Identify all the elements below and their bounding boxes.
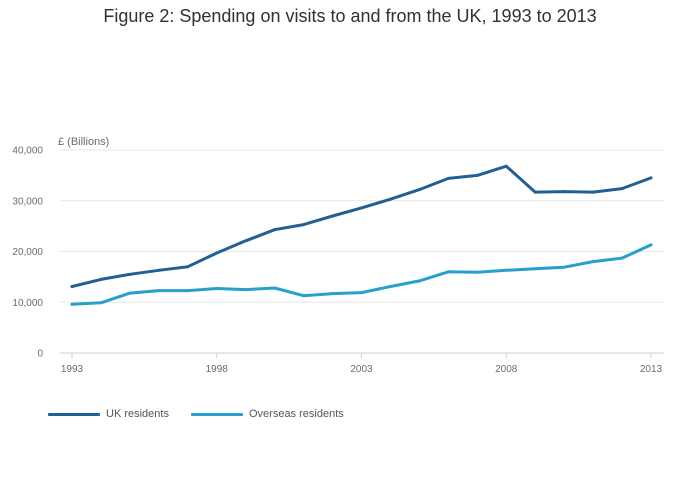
data-point bbox=[475, 173, 479, 177]
data-point bbox=[331, 292, 335, 296]
legend-item[interactable]: Overseas residents bbox=[190, 408, 344, 420]
y-tick-label: 30,000 bbox=[12, 196, 43, 207]
data-point bbox=[620, 256, 624, 260]
data-point bbox=[417, 188, 421, 192]
data-point bbox=[591, 190, 595, 194]
data-point bbox=[273, 286, 277, 290]
data-point bbox=[591, 260, 595, 264]
data-point bbox=[360, 291, 363, 295]
x-tick-label: 1993 bbox=[61, 364, 84, 375]
chart-title: Figure 2: Spending on visits to and from… bbox=[103, 6, 597, 26]
data-point bbox=[157, 289, 161, 293]
x-tick-label: 2003 bbox=[350, 364, 373, 375]
data-point bbox=[649, 176, 653, 180]
data-point bbox=[649, 243, 653, 247]
data-point bbox=[504, 268, 508, 272]
data-point bbox=[99, 277, 103, 281]
data-point bbox=[70, 285, 74, 289]
data-point bbox=[302, 294, 306, 298]
y-tick-label: 20,000 bbox=[12, 247, 43, 258]
data-point bbox=[360, 206, 363, 210]
legend-label: Overseas residents bbox=[248, 408, 344, 420]
data-point bbox=[475, 270, 479, 274]
x-tick-label: 2013 bbox=[640, 364, 663, 375]
data-point bbox=[504, 164, 508, 168]
legend-swatch bbox=[190, 412, 243, 416]
y-tick-label: 0 bbox=[37, 349, 43, 360]
y-axis-label: £ (Billions) bbox=[58, 136, 110, 148]
series-lines bbox=[70, 164, 653, 306]
data-point bbox=[215, 251, 219, 255]
data-point bbox=[186, 289, 190, 293]
data-point bbox=[562, 190, 566, 194]
data-point bbox=[302, 223, 306, 227]
data-point bbox=[388, 197, 392, 201]
data-point bbox=[244, 239, 248, 243]
data-point bbox=[99, 301, 103, 305]
y-tick-label: 10,000 bbox=[12, 298, 43, 309]
gridlines bbox=[60, 149, 664, 303]
data-point bbox=[446, 176, 450, 180]
x-tick-label: 2008 bbox=[495, 364, 518, 375]
data-point bbox=[533, 267, 537, 271]
data-point bbox=[417, 279, 421, 283]
x-tick-label: 1998 bbox=[206, 364, 229, 375]
data-point bbox=[215, 287, 219, 291]
data-point bbox=[128, 291, 132, 295]
axes: 0 10,000 20,000 30,000 40,000 1993 1998 2003 200… bbox=[12, 146, 664, 375]
data-point bbox=[533, 190, 537, 194]
data-point bbox=[331, 214, 335, 218]
series-line-1 bbox=[70, 243, 653, 306]
data-point bbox=[562, 265, 566, 269]
data-point bbox=[186, 265, 190, 269]
y-tick-label: 40,000 bbox=[12, 146, 43, 157]
data-point bbox=[244, 288, 248, 292]
legend-label: UK residents bbox=[106, 408, 169, 420]
data-point bbox=[273, 228, 277, 232]
data-point bbox=[70, 302, 74, 306]
legend: UK residents Overseas residents bbox=[48, 408, 366, 420]
data-point bbox=[446, 270, 450, 274]
data-point bbox=[620, 187, 624, 191]
data-point bbox=[128, 272, 132, 276]
legend-item[interactable]: UK residents bbox=[48, 408, 169, 420]
legend-swatch bbox=[48, 412, 100, 416]
data-point bbox=[157, 268, 161, 272]
data-point bbox=[388, 285, 392, 289]
